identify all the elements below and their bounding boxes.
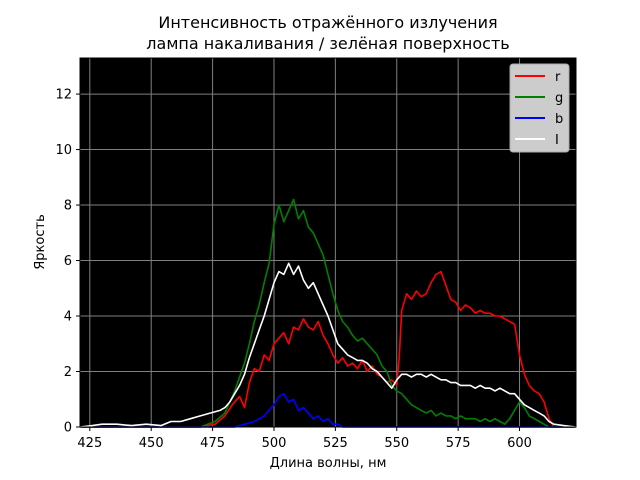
y-tick-label: 8	[64, 199, 72, 214]
x-tick-label: 550	[384, 436, 409, 451]
y-tick-label: 12	[55, 88, 72, 103]
legend-label-I: I	[555, 133, 559, 148]
y-tick-label: 6	[64, 254, 72, 269]
y-axis-ticks: 0 2 4 6 8 10 12	[55, 88, 80, 436]
plot-area	[80, 58, 576, 427]
series-line-b	[80, 392, 576, 428]
chart-title-line-1: Интенсивность отражённого излучения	[158, 13, 497, 32]
x-axis-ticks: 425 450 475 500 525 550 575 600	[77, 427, 532, 451]
x-tick-label: 525	[323, 436, 348, 451]
series-line-r	[80, 270, 576, 428]
y-tick-label: 4	[64, 310, 72, 325]
legend-label-r: r	[555, 70, 561, 85]
y-tick-label: 0	[64, 421, 72, 436]
series-line-g	[80, 198, 576, 428]
legend-box	[509, 63, 570, 153]
x-tick-label: 425	[77, 436, 102, 451]
series-group	[79, 198, 577, 428]
legend-label-b: b	[555, 112, 563, 127]
series-line-I	[79, 262, 577, 428]
x-tick-label: 575	[446, 436, 471, 451]
x-tick-label: 475	[200, 436, 225, 451]
legend-label-g: g	[555, 91, 563, 106]
x-tick-label: 500	[262, 436, 287, 451]
x-tick-label: 600	[507, 436, 532, 451]
chart-title-line-2: лампа накаливания / зелёная поверхность	[146, 34, 509, 53]
x-tick-label: 450	[139, 436, 164, 451]
plot-frame	[79, 57, 577, 428]
y-tick-label: 2	[64, 365, 72, 380]
y-axis-label: Яркость	[33, 214, 48, 269]
x-axis-label: Длина волны, нм	[270, 456, 387, 471]
y-tick-label: 10	[55, 143, 72, 158]
